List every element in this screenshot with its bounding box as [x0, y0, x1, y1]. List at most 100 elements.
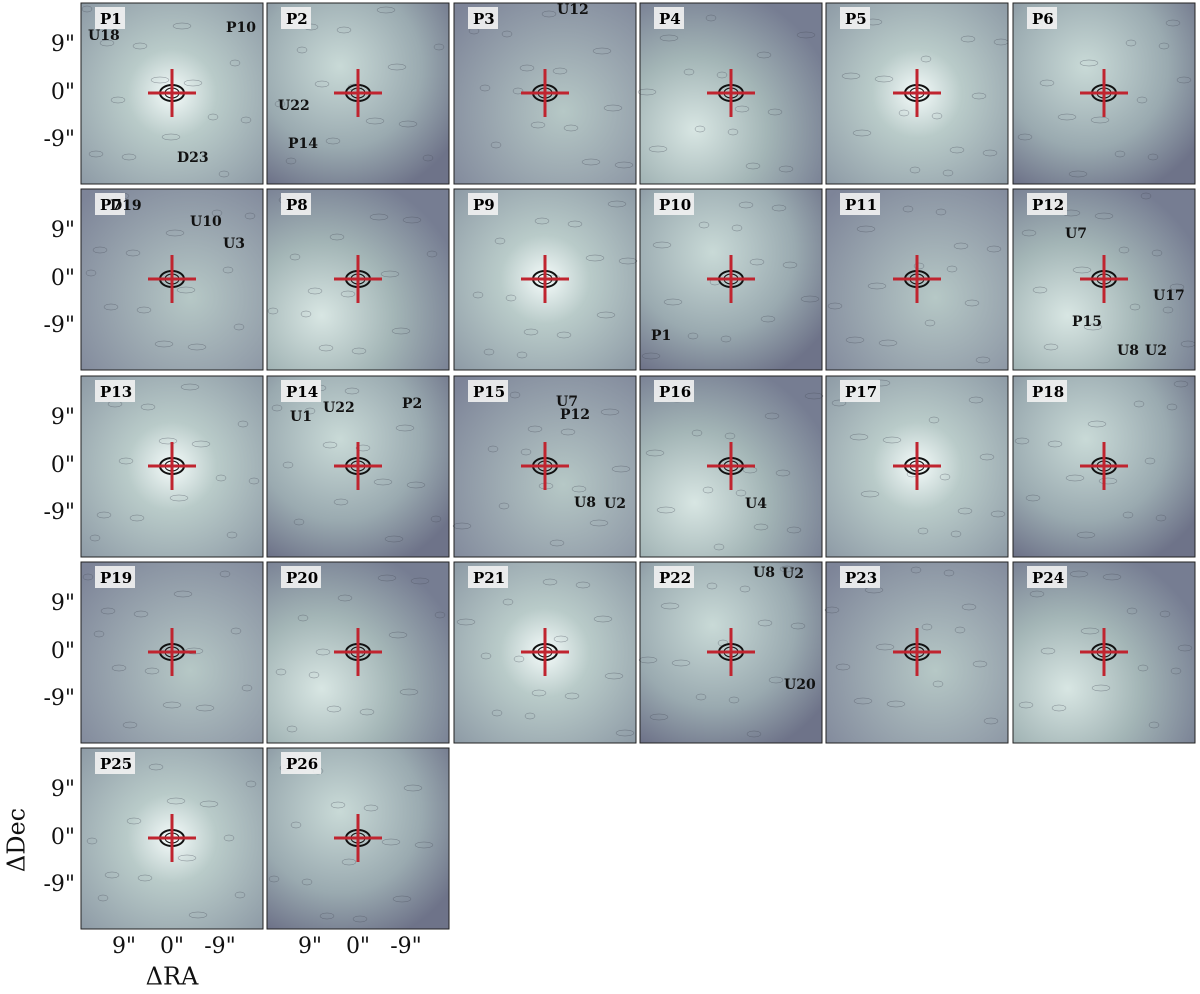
- annotation: U7: [1065, 226, 1087, 242]
- noise-contour: [326, 705, 342, 713]
- noise-contour: [352, 915, 368, 923]
- noise-contour: [596, 311, 616, 319]
- noise-contour: [575, 581, 591, 589]
- noise-contour: [336, 26, 352, 34]
- noise-contour: [176, 286, 196, 294]
- panel-label: P12: [1032, 196, 1064, 214]
- noise-contour: [307, 287, 323, 295]
- noise-contour: [129, 514, 145, 522]
- noise-contour: [363, 804, 379, 812]
- noise-contour: [585, 254, 605, 262]
- panel-label-bg: [1027, 380, 1067, 402]
- noise-contour: [1140, 192, 1152, 200]
- annotation: U20: [784, 677, 816, 693]
- noise-contour: [211, 209, 223, 217]
- noise-contour: [191, 440, 211, 448]
- noise-contour: [516, 351, 528, 359]
- noise-contour: [778, 165, 794, 173]
- panel-label-bg: [468, 7, 498, 29]
- noise-contour: [248, 477, 260, 485]
- panel-label: P23: [845, 569, 877, 587]
- noise-contour: [330, 801, 346, 809]
- noise-contour: [1166, 403, 1178, 411]
- noise-contour: [886, 700, 906, 708]
- noise-contour: [1072, 266, 1092, 274]
- panel-label: P14: [286, 383, 318, 401]
- noise-contour: [452, 522, 472, 530]
- noise-contour: [381, 838, 401, 846]
- y-tick-label: -9": [43, 313, 75, 338]
- panel-label-bg: [840, 380, 880, 402]
- annotation: U2: [782, 566, 804, 582]
- noise-contour: [1051, 704, 1067, 712]
- noise-contour: [234, 891, 246, 899]
- panel-label: P13: [100, 383, 132, 401]
- panel-label: P2: [286, 10, 308, 28]
- panel-label-bg: [281, 566, 321, 588]
- noise-contour: [618, 257, 638, 265]
- noise-contour: [1025, 494, 1041, 502]
- panel: P5: [825, 2, 1009, 185]
- noise-contour: [898, 109, 910, 117]
- noise-contour: [983, 717, 999, 725]
- noise-contour: [1014, 437, 1030, 445]
- noise-contour: [395, 424, 415, 432]
- y-tick-label: 9": [51, 32, 75, 57]
- annotation: P2: [402, 396, 422, 412]
- panel-label-bg: [281, 193, 311, 215]
- noise-contour: [739, 585, 751, 593]
- noise-contour: [638, 656, 658, 664]
- panel: P8: [266, 188, 450, 371]
- panel-label: P3: [473, 10, 495, 28]
- noise-contour: [1091, 684, 1111, 692]
- panel-label: P19: [100, 569, 132, 587]
- panel: P20: [266, 561, 450, 744]
- noise-contour: [268, 875, 280, 883]
- noise-contour: [1098, 477, 1118, 485]
- y-tick-label: 9": [51, 218, 75, 243]
- annotation: U8: [753, 565, 775, 581]
- noise-contour: [241, 684, 253, 692]
- noise-contour: [215, 474, 227, 482]
- noise-contour: [698, 221, 710, 229]
- noise-contour: [917, 527, 929, 535]
- noise-contour: [126, 817, 142, 825]
- noise-contour: [534, 217, 550, 225]
- panel-frame: [453, 375, 637, 558]
- noise-contour: [659, 34, 679, 42]
- panel-frame: [1012, 561, 1196, 744]
- noise-contour: [942, 169, 954, 177]
- noise-contour: [93, 630, 105, 638]
- noise-contour: [961, 603, 977, 611]
- noise-contour: [340, 290, 356, 298]
- noise-contour: [824, 606, 840, 614]
- noise-contour: [648, 145, 668, 153]
- panel-label: P25: [100, 755, 132, 773]
- noise-contour: [663, 298, 683, 306]
- noise-contour: [878, 339, 898, 347]
- noise-contour: [433, 43, 445, 51]
- noise-contour: [377, 574, 397, 582]
- noise-contour: [524, 712, 536, 720]
- noise-contour: [1159, 610, 1171, 618]
- noise-contour: [110, 96, 126, 104]
- panel: P6: [1012, 2, 1196, 185]
- noise-contour: [1079, 59, 1099, 67]
- noise-contour: [122, 721, 138, 729]
- panel-label: P11: [845, 196, 877, 214]
- noise-contour: [1155, 514, 1167, 522]
- noise-contour: [563, 124, 579, 132]
- noise-contour: [720, 335, 732, 343]
- noise-contour: [296, 46, 308, 54]
- noise-contour: [144, 667, 160, 675]
- noise-contour: [953, 242, 969, 250]
- noise-contour: [1129, 303, 1141, 311]
- noise-contour: [275, 668, 287, 676]
- noise-contour: [706, 582, 718, 590]
- noise-contour: [1169, 283, 1185, 291]
- noise-contour: [422, 154, 434, 162]
- noise-contour: [694, 125, 706, 133]
- noise-contour: [542, 578, 558, 586]
- noise-contour: [188, 911, 208, 919]
